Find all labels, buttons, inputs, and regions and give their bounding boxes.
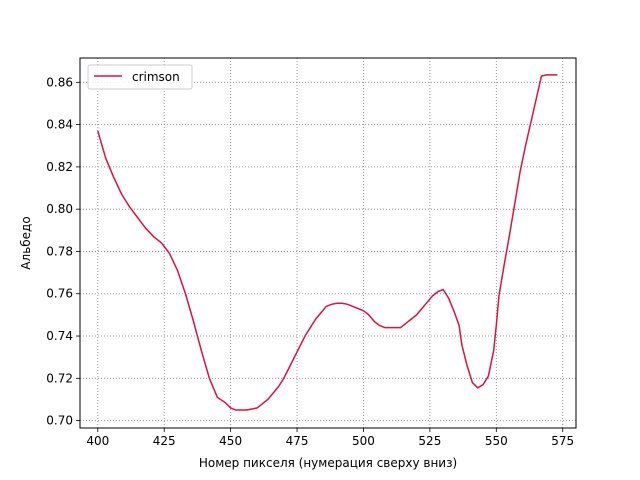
y-tick-label: 0.78: [46, 244, 73, 258]
legend: crimson: [87, 64, 193, 90]
y-tick-label: 0.86: [46, 75, 73, 89]
y-tick-label: 0.70: [46, 414, 73, 428]
y-tick-label: 0.74: [46, 329, 73, 343]
legend-label: crimson: [132, 70, 180, 84]
series-layer: [97, 74, 558, 411]
series-line: [97, 74, 558, 411]
y-tick-label: 0.82: [46, 160, 73, 174]
x-tick-label: 525: [418, 434, 441, 448]
y-tick-label: 0.80: [46, 202, 73, 216]
plot-frame: [79, 57, 577, 429]
x-tick-label: 400: [86, 434, 109, 448]
y-tick-label: 0.76: [46, 287, 73, 301]
y-tick-label: 0.72: [46, 371, 73, 385]
x-tick-label: 550: [485, 434, 508, 448]
y-axis-label: Альбедо: [19, 216, 33, 269]
x-tick-label: 575: [551, 434, 574, 448]
x-tick-label: 425: [153, 434, 176, 448]
y-tick-label: 0.84: [46, 118, 73, 132]
x-tick-label: 450: [219, 434, 242, 448]
x-tick-label: 500: [352, 434, 375, 448]
legend-box: [87, 64, 193, 90]
x-tick-label: 475: [286, 434, 309, 448]
x-axis-label: Номер пикселя (нумерация сверху вниз): [199, 456, 457, 470]
tick-layer: 400 425 450 475 500 525 550 575 0.70 0.72 0.74 0.76…: [46, 75, 574, 448]
